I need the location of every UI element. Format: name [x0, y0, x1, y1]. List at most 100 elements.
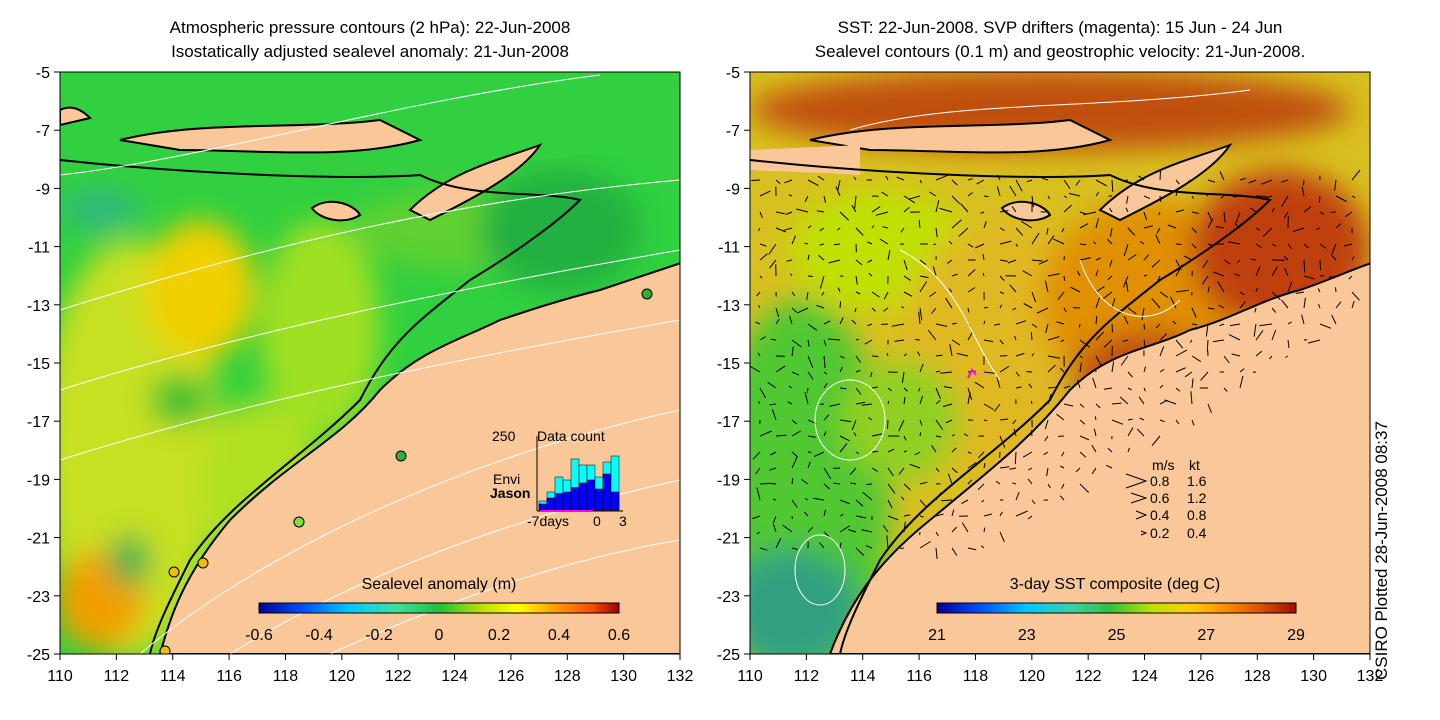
- velocity-vector: [999, 339, 1004, 345]
- left-colorbar-tick: -0.6: [245, 627, 273, 644]
- velocity-vector: [887, 467, 894, 477]
- velocity-vector: [903, 521, 906, 533]
- velocity-vector: [883, 307, 889, 312]
- velocity-vector: [849, 467, 857, 476]
- velocity-vector: [752, 451, 761, 460]
- velocity-vector: [951, 547, 958, 556]
- inset-title: Data count: [537, 428, 605, 444]
- velocity-vector: [871, 467, 878, 472]
- velocity-vector: [804, 391, 809, 405]
- velocity-vector: [1120, 355, 1129, 366]
- velocity-vector: [839, 499, 850, 505]
- velocity-vector: [796, 208, 809, 213]
- legend-row4-ms: 0.2: [1150, 525, 1170, 541]
- velocity-vector: [999, 531, 1005, 543]
- velocity-vector: [903, 206, 910, 213]
- velocity-vector: [999, 418, 1009, 421]
- velocity-vector: [807, 275, 813, 277]
- velocity-vector: [1284, 267, 1289, 277]
- legend-header-kt: kt: [1189, 457, 1200, 473]
- velocity-vector: [935, 531, 939, 537]
- velocity-vector: [918, 311, 921, 325]
- velocity-vector: [1143, 225, 1153, 229]
- velocity-vector: [1109, 259, 1113, 267]
- velocity-vector: [1236, 259, 1241, 264]
- velocity-vector: [999, 240, 1012, 245]
- velocity-vector: [919, 179, 923, 184]
- velocity-vector: [900, 227, 905, 233]
- velocity-vector: [770, 451, 777, 456]
- velocity-vector: [1255, 227, 1261, 231]
- velocity-vector: [1143, 254, 1150, 261]
- right-lon-tick-label: 120: [1018, 668, 1045, 685]
- velocity-vector: [850, 482, 857, 485]
- velocity-vector: [887, 250, 891, 261]
- velocity-vector: [1303, 297, 1306, 309]
- velocity-vector: [1110, 227, 1113, 237]
- velocity-vector: [1047, 336, 1060, 341]
- velocity-vector: [1031, 353, 1035, 357]
- velocity-vector: [982, 272, 985, 277]
- velocity-vector: [1123, 316, 1129, 325]
- velocity-vector: [886, 352, 889, 357]
- velocity-vector: [755, 321, 761, 325]
- velocity-vector: [1271, 243, 1277, 247]
- velocity-vector: [1223, 211, 1226, 223]
- velocity-vector: [1079, 211, 1087, 215]
- velocity-vector: [1009, 284, 1017, 293]
- velocity-vector: [816, 210, 825, 213]
- velocity-vector: [1287, 339, 1290, 349]
- velocity-vector: [1303, 275, 1315, 280]
- velocity-vector: [1078, 323, 1081, 328]
- velocity-vector: [807, 179, 819, 187]
- velocity-vector: [908, 195, 921, 200]
- velocity-vector: [951, 195, 961, 205]
- velocity-vector: [1102, 291, 1113, 300]
- velocity-vector: [887, 515, 899, 521]
- velocity-vector: [1045, 323, 1049, 334]
- velocity-vector: [1022, 451, 1033, 458]
- velocity-vector: [1191, 355, 1202, 363]
- velocity-vector: [983, 320, 986, 325]
- velocity-vector: [839, 387, 847, 390]
- velocity-vector: [914, 451, 921, 456]
- velocity-vector: [752, 515, 761, 520]
- velocity-vector: [1012, 307, 1017, 311]
- velocity-vector: [1175, 179, 1180, 185]
- velocity-vector: [1235, 211, 1241, 224]
- velocity-vector: [949, 344, 953, 357]
- velocity-vector: [806, 291, 809, 300]
- left-lon-tick-label: 116: [216, 668, 242, 685]
- right-lon-tick-label: 118: [963, 668, 989, 685]
- right-lat-tick-label: -19: [717, 472, 740, 489]
- velocity-vector: [1093, 428, 1097, 437]
- velocity-vector: [1047, 393, 1052, 405]
- velocity-vector: [871, 225, 875, 229]
- velocity-vector: [1083, 211, 1097, 216]
- velocity-vector: [903, 353, 907, 357]
- velocity-vector: [1127, 387, 1132, 391]
- velocity-vector: [1015, 320, 1027, 325]
- velocity-vector: [961, 522, 969, 533]
- velocity-vector: [871, 355, 879, 357]
- velocity-vector: [935, 323, 948, 327]
- velocity-vector: [871, 291, 880, 298]
- inset-bar-jason: [602, 473, 612, 511]
- velocity-vector: [1331, 243, 1337, 255]
- velocity-vector: [1303, 259, 1306, 273]
- velocity-vector: [1111, 361, 1115, 373]
- velocity-vector: [1031, 291, 1037, 303]
- velocity-vector: [1319, 243, 1327, 249]
- velocity-vector: [941, 499, 953, 502]
- velocity-vector: [807, 339, 810, 347]
- velocity-vector: [977, 483, 985, 491]
- velocity-vector: [758, 401, 761, 405]
- left-lon-tick-label: 120: [328, 668, 355, 685]
- left-lat-tick-label: -25: [27, 647, 50, 664]
- velocity-vector: [903, 514, 911, 517]
- velocity-vector: [1202, 259, 1209, 268]
- inset-bars: [538, 455, 620, 511]
- velocity-vector: [935, 174, 948, 181]
- velocity-vector: [983, 371, 996, 374]
- velocity-vector: [974, 381, 985, 389]
